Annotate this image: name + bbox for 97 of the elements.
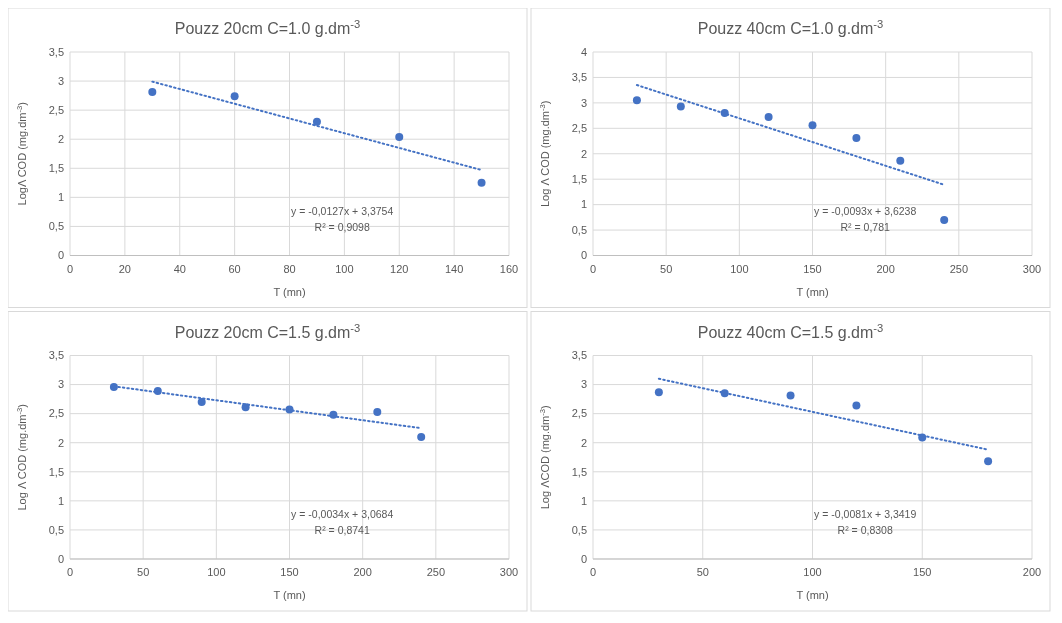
y-tick-label: 1: [580, 494, 587, 507]
y-tick-label: 3: [57, 378, 64, 391]
x-tick-label: 140: [444, 262, 464, 275]
point: [764, 113, 773, 122]
y-tick-label: 3: [57, 74, 64, 87]
point: [148, 88, 157, 97]
chart-title: Pouzz 20cm C=1.5 g.dm$^{-3}$: [174, 321, 361, 341]
annotation: y = -0,0093x + 3,6238: [814, 204, 917, 217]
x-tick-label: 50: [137, 566, 150, 578]
point: [373, 407, 382, 416]
point: [808, 121, 817, 130]
y-tick-label: 3,5: [48, 45, 64, 58]
x-axis-title: T (mn): [273, 285, 306, 298]
y-tick-label: 0,5: [571, 223, 587, 236]
y-tick-label: 2,5: [48, 103, 64, 116]
y-tick-label: 0: [580, 249, 587, 262]
point: [477, 178, 486, 187]
y-tick-label: 2: [580, 436, 587, 449]
x-tick-label: 100: [207, 566, 226, 578]
x-tick-label: 100: [335, 262, 354, 275]
annotation: y = -0,0034x + 3,0684: [291, 508, 394, 521]
x-tick-label: 200: [1022, 566, 1042, 578]
x-axis-title: T (mn): [796, 589, 829, 601]
y-tick-label: 0,5: [48, 220, 64, 233]
y-tick-label: 0,5: [48, 523, 64, 536]
x-tick-label: 60: [228, 262, 241, 275]
annotation: R² = 0,781: [840, 220, 890, 233]
point: [312, 117, 321, 126]
x-tick-label: 200: [353, 566, 372, 578]
point: [197, 398, 206, 407]
point: [896, 156, 905, 165]
point: [940, 215, 949, 224]
y-tick-label: 3,5: [48, 349, 64, 362]
x-tick-label: 40: [173, 262, 186, 275]
point: [417, 432, 426, 441]
y-tick-label: 2,5: [48, 407, 64, 420]
y-tick-label: 0: [57, 249, 64, 262]
annotation: y = -0,0081x + 3,3419: [814, 508, 917, 521]
point: [984, 457, 993, 466]
x-tick-label: 250: [426, 566, 446, 578]
y-tick-label: 0: [57, 552, 64, 565]
chart-title: Pouzz 40cm C=1.0 g.dm$^{-3}$: [697, 18, 884, 37]
y-tick-label: 3,5: [571, 349, 587, 362]
x-tick-label: 150: [913, 566, 932, 578]
y-tick-label: 1: [580, 198, 587, 211]
x-tick-label: 300: [499, 566, 519, 578]
point: [395, 132, 404, 141]
x-tick-label: 200: [876, 262, 895, 275]
y-tick-label: 2,5: [571, 407, 587, 420]
x-axis-title: T (mn): [273, 589, 306, 601]
x-tick-label: 150: [280, 566, 299, 578]
x-tick-label: 160: [499, 262, 519, 275]
point: [852, 401, 861, 410]
annotation: y = -0,0127x + 3,3754: [291, 204, 394, 217]
y-tick-label: 3: [580, 378, 587, 391]
chart-title: Pouzz 20cm C=1.0 g.dm$^{-3}$: [174, 18, 361, 37]
point: [786, 391, 795, 400]
x-tick-label: 0: [66, 566, 74, 578]
point: [109, 382, 118, 391]
point: [852, 133, 861, 142]
y-tick-label: 0: [580, 552, 587, 565]
y-tick-label: 1,5: [571, 465, 587, 478]
x-tick-label: 50: [660, 262, 673, 275]
y-tick-label: 1,5: [48, 465, 64, 478]
x-tick-label: 100: [730, 262, 749, 275]
y-tick-label: 0,5: [571, 523, 587, 536]
x-tick-label: 0: [589, 262, 597, 275]
annotation: R² = 0,9098: [314, 220, 370, 233]
x-tick-label: 20: [118, 262, 131, 275]
y-tick-label: 1: [57, 494, 64, 507]
annotation: R² = 0,8741: [314, 524, 370, 537]
x-tick-label: 0: [66, 262, 74, 275]
x-tick-label: 300: [1022, 262, 1042, 275]
x-tick-label: 50: [696, 566, 709, 578]
x-tick-label: 0: [589, 566, 597, 578]
y-tick-label: 1,5: [48, 162, 64, 175]
x-tick-label: 80: [283, 262, 296, 275]
y-tick-label: 4: [580, 45, 587, 58]
point: [230, 92, 239, 101]
y-tick-label: 3,5: [571, 71, 587, 84]
point: [654, 388, 663, 397]
x-tick-label: 120: [390, 262, 409, 275]
x-axis-title: T (mn): [796, 285, 829, 298]
x-tick-label: 250: [949, 262, 969, 275]
point: [632, 96, 641, 105]
annotation: R² = 0,8308: [837, 524, 893, 537]
y-tick-label: 2,5: [571, 122, 587, 135]
y-tick-label: 1,5: [571, 173, 587, 186]
y-tick-label: 1: [57, 191, 64, 204]
x-tick-label: 100: [803, 566, 822, 578]
x-tick-label: 150: [803, 262, 822, 275]
y-tick-label: 2: [57, 133, 64, 146]
chart-title: Pouzz 40cm C=1.5 g.dm$^{-3}$: [697, 321, 884, 341]
point: [676, 102, 685, 111]
y-tick-label: 2: [57, 436, 64, 449]
y-tick-label: 2: [580, 147, 587, 160]
y-tick-label: 3: [580, 96, 587, 109]
